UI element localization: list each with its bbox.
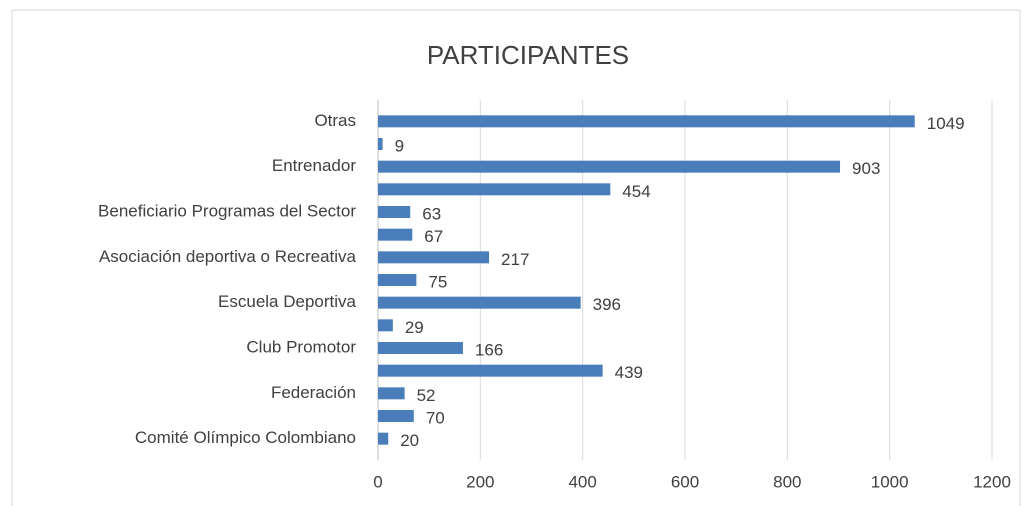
bar — [378, 410, 414, 422]
x-tick-label: 200 — [466, 472, 494, 491]
data-label: 903 — [852, 159, 880, 178]
x-tick-label: 400 — [568, 472, 596, 491]
data-label: 9 — [395, 136, 404, 155]
data-label: 75 — [428, 272, 447, 291]
data-label: 29 — [405, 318, 424, 337]
bar — [378, 387, 405, 400]
data-label: 63 — [422, 204, 441, 223]
data-label: 67 — [424, 227, 443, 246]
chart-border — [11, 9, 1021, 506]
bar — [378, 183, 611, 196]
y-tick-label: Beneficiario Programas del Sector — [98, 201, 356, 220]
bar — [378, 206, 411, 218]
bar — [378, 432, 389, 445]
bar — [378, 115, 915, 128]
x-tick-label: 800 — [773, 472, 801, 491]
x-tick-label: 1000 — [871, 472, 909, 491]
bar — [378, 342, 463, 354]
y-tick-label: Escuela Deportiva — [218, 292, 357, 311]
data-label: 1049 — [927, 114, 965, 133]
data-label: 396 — [593, 295, 621, 314]
x-tick-label: 0 — [373, 472, 382, 491]
bar — [378, 160, 841, 173]
y-tick-label: Entrenador — [272, 156, 356, 175]
y-tick-label: Asociación deportiva o Recreativa — [99, 247, 357, 266]
bar — [378, 251, 490, 264]
data-label: 166 — [475, 340, 503, 359]
bar — [378, 274, 417, 286]
data-label: 439 — [615, 363, 643, 382]
data-label: 454 — [622, 182, 650, 201]
data-label: 70 — [426, 408, 445, 427]
chart-title: PARTICIPANTES — [427, 40, 629, 70]
bar — [378, 228, 413, 241]
bar — [378, 138, 383, 150]
bar — [378, 319, 393, 332]
x-tick-label: 600 — [671, 472, 699, 491]
y-tick-label: Comité Olímpico Colombiano — [135, 428, 356, 447]
x-tick-label: 1200 — [973, 472, 1011, 491]
data-label: 217 — [501, 250, 529, 269]
y-tick-label: Otras — [314, 111, 356, 130]
data-label: 20 — [400, 431, 419, 450]
bar — [378, 364, 603, 377]
y-tick-label: Federación — [271, 383, 356, 402]
bar — [378, 296, 581, 309]
y-tick-label: Club Promotor — [246, 337, 356, 356]
data-label: 52 — [417, 386, 436, 405]
